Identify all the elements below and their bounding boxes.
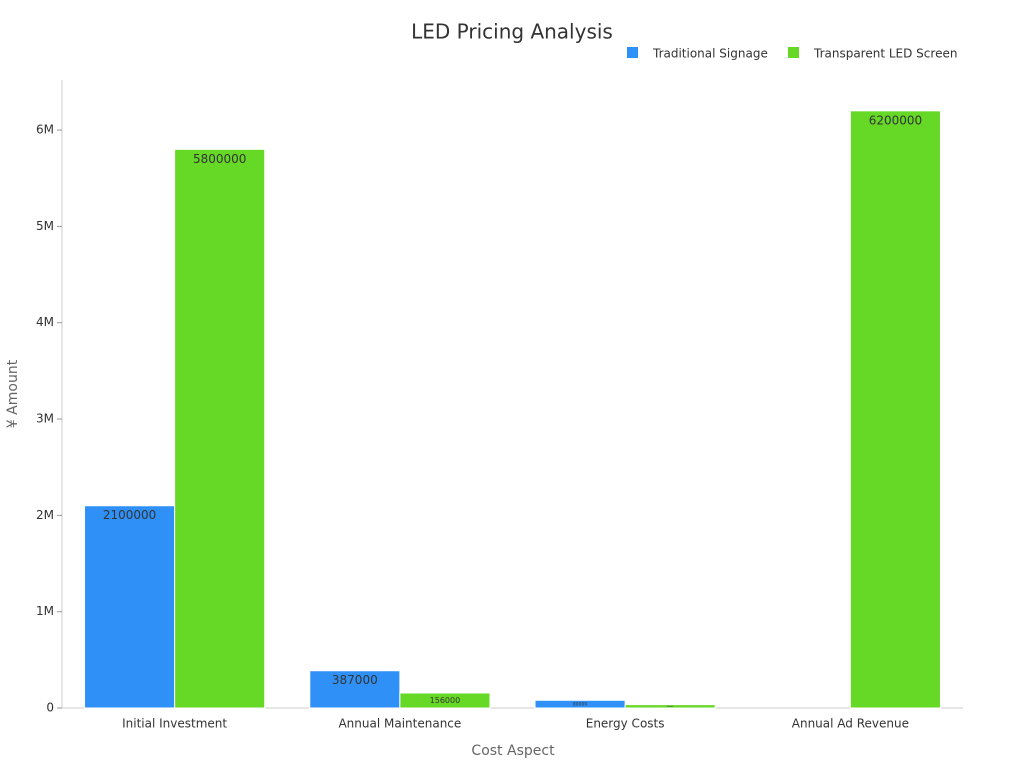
y-axis-title: ¥ Amount [5,359,21,428]
legend-label: Transparent LED Screen [813,47,957,61]
data-label: 387000 [332,673,378,687]
bar [849,110,941,709]
y-tick-label: 6M [36,123,54,137]
x-tick-label: Initial Investment [122,717,227,731]
data-label: 35000 [667,706,674,708]
bar [174,148,266,709]
x-tick-label: Annual Maintenance [338,717,461,731]
chart-title: LED Pricing Analysis [411,20,613,44]
bar [399,692,491,709]
bar [84,505,176,709]
y-tick-label: 4M [36,315,54,329]
y-tick-label: 5M [36,219,54,233]
data-label: 5800000 [193,152,246,166]
y-tick-label: 0 [46,701,54,715]
legend-label: Traditional Signage [652,47,768,61]
x-tick-label: Energy Costs [586,717,665,731]
data-label: 6200000 [869,113,922,127]
legend-swatch [788,47,799,58]
y-tick-label: 3M [36,412,54,426]
data-label: 2100000 [103,508,156,522]
x-axis-title: Cost Aspect [471,743,555,759]
bar [624,704,716,709]
legend-swatch [627,47,638,58]
x-tick-label: Annual Ad Revenue [792,717,909,731]
data-label: 156000 [430,696,461,705]
bar [309,670,401,709]
data-label: 80000 [573,702,588,708]
y-tick-label: 1M [36,604,54,618]
y-tick-label: 2M [36,508,54,522]
